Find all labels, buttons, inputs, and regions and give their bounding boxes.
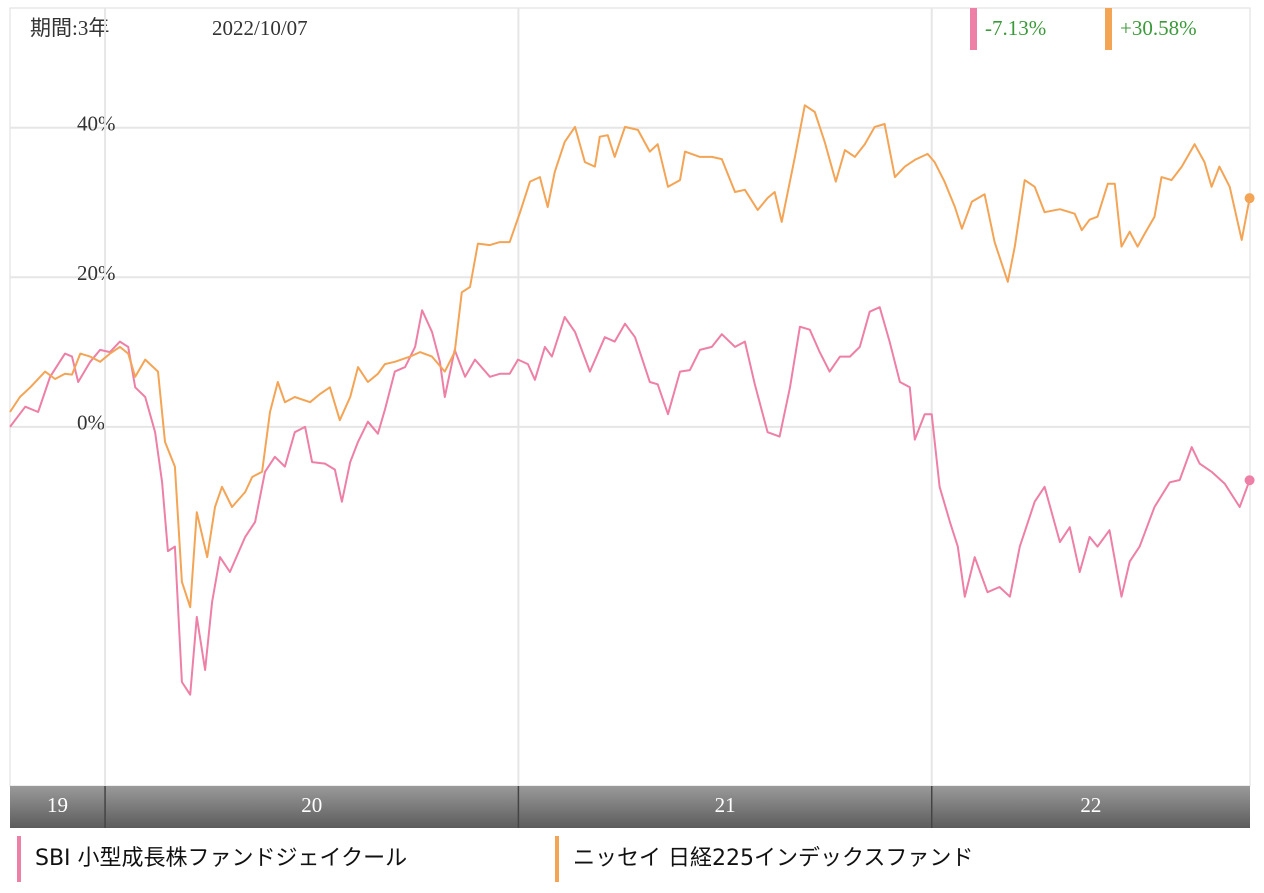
value-legend-swatch <box>970 8 977 50</box>
value-legend-label: +30.58% <box>1120 16 1197 40</box>
year-label: 22 <box>1080 793 1101 817</box>
end-dot <box>1244 475 1255 486</box>
value-legend-label: -7.13% <box>985 16 1046 40</box>
legend-swatch <box>555 836 559 882</box>
end-dot <box>1244 193 1255 204</box>
series-line <box>9 306 1251 696</box>
year-label: 20 <box>301 793 322 817</box>
legend-swatch <box>17 836 21 882</box>
series-line <box>9 104 1251 609</box>
y-tick-label: 0% <box>77 411 105 435</box>
y-tick-label: 20% <box>77 261 116 285</box>
legend-label: ニッセイ 日経225インデックスファンド <box>573 846 973 871</box>
period: 期間:3年 <box>30 16 109 40</box>
legend-label: SBI 小型成長株ファンドジェイクール <box>35 846 407 871</box>
year-label: 19 <box>47 793 68 817</box>
plot-area <box>9 7 1251 787</box>
year-label: 21 <box>715 793 736 817</box>
value-legend-swatch <box>1105 8 1112 50</box>
year-bar <box>10 786 1250 828</box>
y-tick-label: 40% <box>77 112 116 136</box>
date: 2022/10/07 <box>212 16 308 40</box>
